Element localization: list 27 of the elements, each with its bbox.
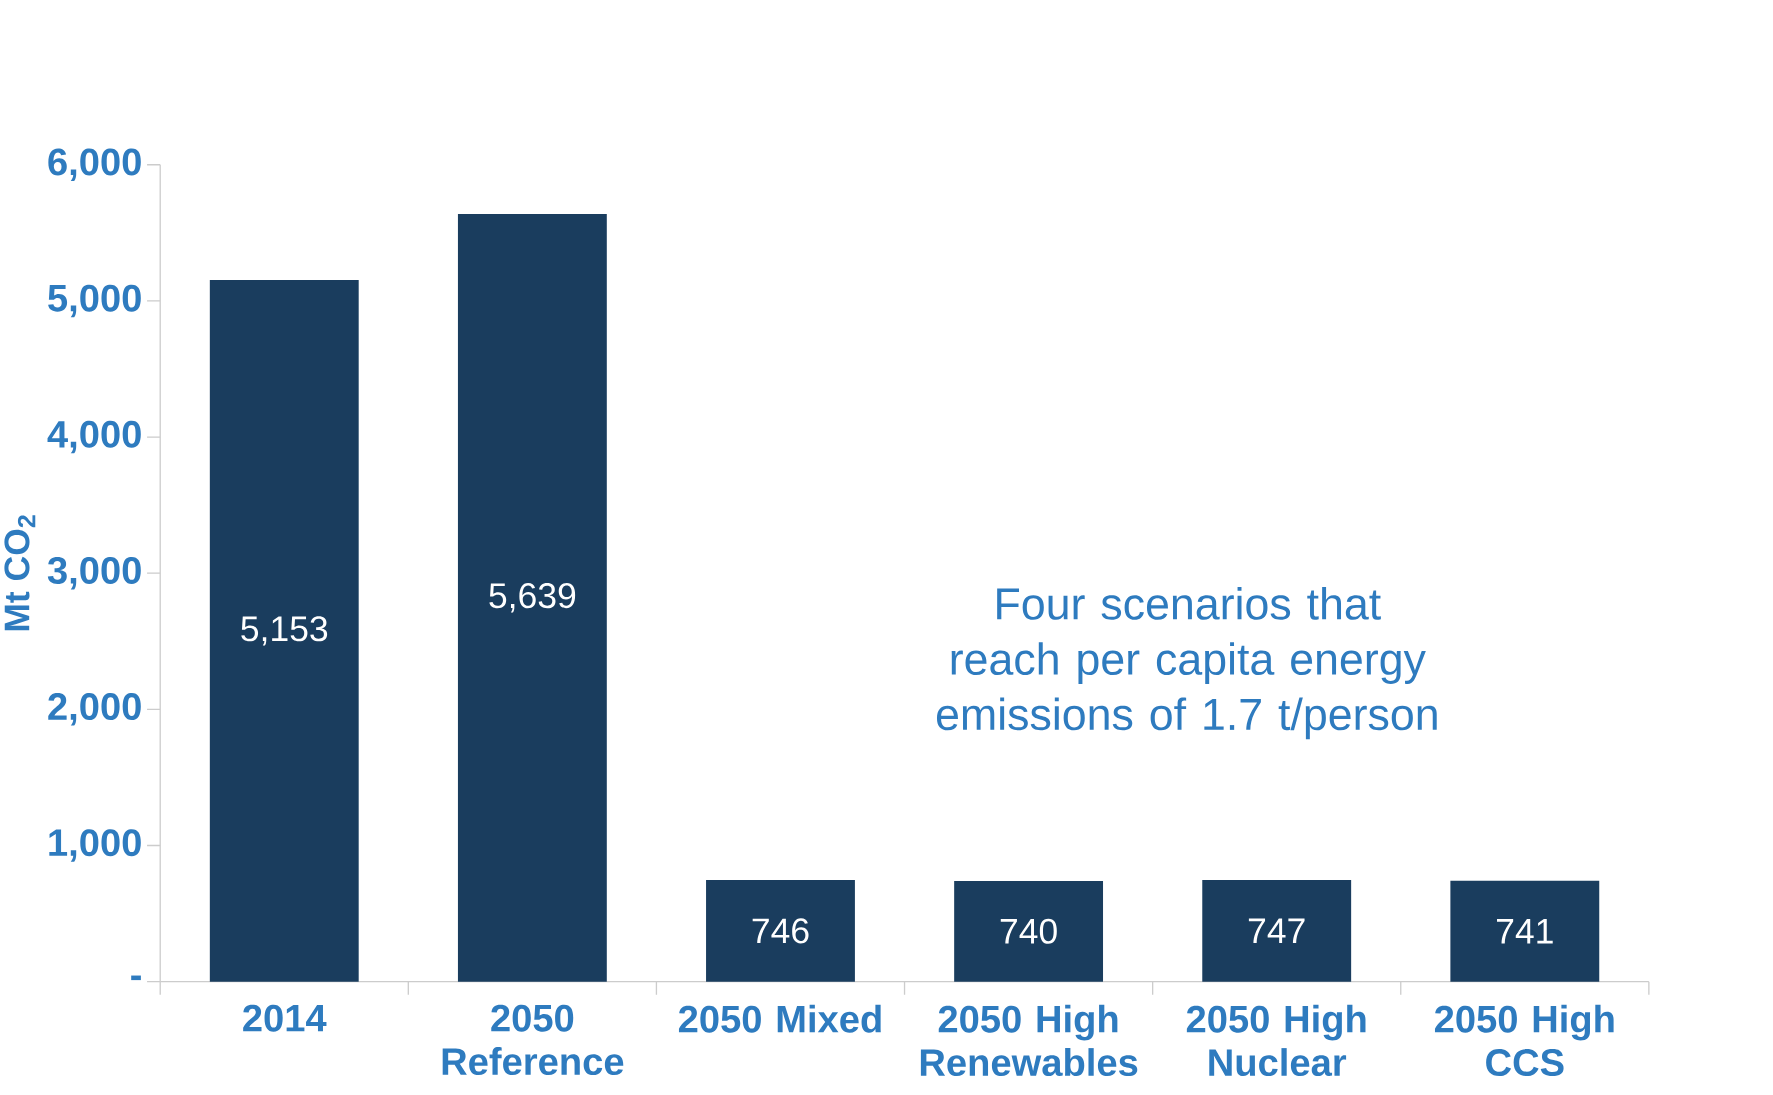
data-label: 5,639 (489, 583, 576, 613)
data-label: 747 (1248, 918, 1305, 943)
y-tick-label: 3,000 (47, 556, 141, 590)
y-tick-label: - (131, 975, 141, 981)
data-label: 740 (1000, 918, 1057, 944)
x-tick-label: 2050 High Renewables (920, 1004, 1138, 1077)
x-tick-label: 2050 High CCS (1434, 1004, 1614, 1077)
annotation: Four scenarios that reach per capita energy emissions of 1.7 t/person (936, 586, 1437, 740)
bar (1202, 879, 1352, 982)
y-tick-label: 1,000 (49, 829, 141, 862)
bar (1450, 880, 1600, 982)
y-axis-title: Mt CO$_{2}$ (4, 515, 36, 631)
data-label: 5,153 (241, 616, 328, 646)
x-tick-label: 2050 Reference (442, 1004, 624, 1076)
x-tick-label: 2050 Mixed (678, 1004, 881, 1033)
y-tick-label: 4,000 (47, 420, 141, 454)
x-tick-label: 2050 High Nuclear (1186, 1004, 1366, 1077)
bar (457, 213, 607, 982)
bar (954, 880, 1104, 982)
x-tick-label: 2014 (243, 1004, 327, 1032)
y-tick-label: 2,000 (48, 693, 141, 726)
bar (706, 880, 855, 982)
data-label: 746 (752, 918, 809, 944)
y-tick-label: 6,000 (48, 148, 141, 181)
y-tick-label: 5,000 (48, 284, 141, 318)
data-label: 741 (1497, 918, 1553, 944)
bar (209, 280, 359, 982)
